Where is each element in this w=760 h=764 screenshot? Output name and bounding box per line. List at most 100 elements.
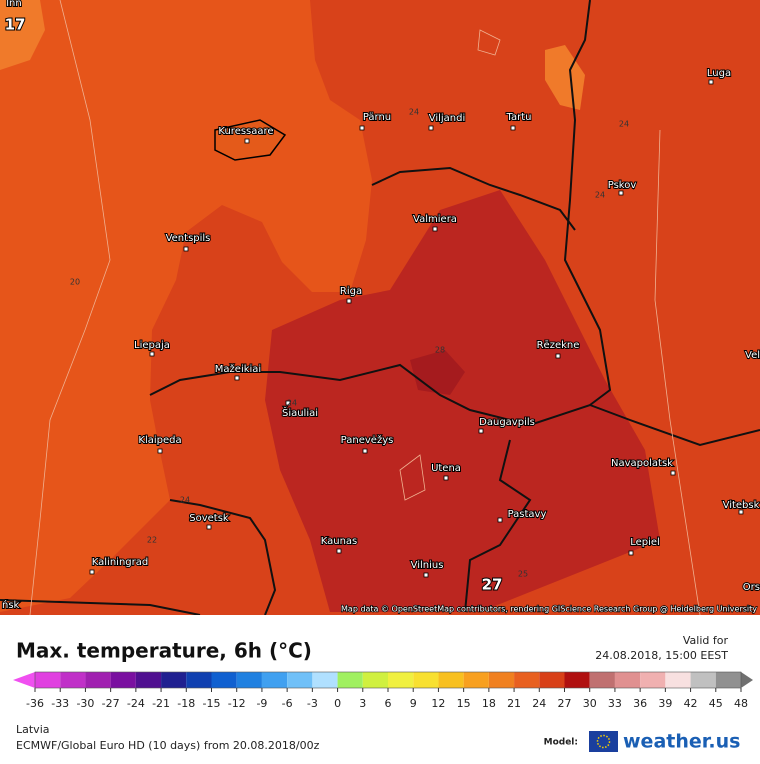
isotherm <box>477 29 501 56</box>
colorbar-segment <box>35 672 61 688</box>
city-dot <box>234 375 240 381</box>
colorbar-tick-label: 0 <box>334 697 341 710</box>
city-dot <box>359 125 365 131</box>
city-dot <box>510 125 516 131</box>
border <box>371 166 576 231</box>
colorbar-segment <box>388 672 414 688</box>
city-dot <box>157 448 163 454</box>
city-dot <box>428 125 434 131</box>
border <box>149 363 760 447</box>
colorbar-tick-label: 15 <box>457 697 471 710</box>
valid-time: 24.08.2018, 15:00 EEST <box>595 649 728 662</box>
border <box>0 599 201 616</box>
city-dot <box>738 509 744 515</box>
city-label: Klaipeda <box>138 435 181 446</box>
colorbar-segment <box>438 672 464 688</box>
brand[interactable]: weather.us <box>623 731 740 753</box>
city-label: lnn <box>6 0 21 9</box>
city-dot <box>432 226 438 232</box>
city-label: Ors <box>743 582 760 593</box>
city-label: Liepaja <box>134 340 170 351</box>
colorbar-segment <box>236 672 262 688</box>
colorbar-tick-label: 36 <box>633 697 647 710</box>
city-label: Rēzekne <box>537 340 580 351</box>
isotherms <box>29 0 701 616</box>
warm-core <box>265 190 660 612</box>
city-dot <box>362 448 368 454</box>
colorbar-over <box>741 672 753 688</box>
city-dot <box>618 190 624 196</box>
colorbar-tick-label: 21 <box>507 697 521 710</box>
colorbar-tick-label: 27 <box>558 697 572 710</box>
colorbar-tick-label: -33 <box>51 697 69 710</box>
region: Latvia <box>16 723 50 736</box>
city-label: Vilnius <box>411 560 444 571</box>
colorbar-tick-label: 9 <box>410 697 417 710</box>
city-label: Panevėžys <box>341 434 394 446</box>
colorbar-segment <box>312 672 338 688</box>
extreme-label: 17 <box>5 16 26 34</box>
island <box>214 119 287 161</box>
isotherm-label: 22 <box>147 536 157 545</box>
city-dot <box>336 548 342 554</box>
colorbar-tick-label: -3 <box>307 697 318 710</box>
colorbar-segment <box>211 672 237 688</box>
city-label: Ventspils <box>166 233 211 244</box>
colorbar-tick-label: -9 <box>256 697 267 710</box>
city-dot <box>244 138 250 144</box>
colorbar-segment <box>85 672 111 688</box>
colorbar-tick-label: -24 <box>127 697 145 710</box>
city-label: Tartu <box>506 112 532 123</box>
city-label: Kaliningrad <box>92 557 148 568</box>
colorbar-segment <box>463 672 489 688</box>
city-dot <box>423 572 429 578</box>
city-label: Sovetsk <box>189 513 229 524</box>
borders <box>0 0 760 616</box>
city-label: Valmiera <box>413 214 457 225</box>
isotherm-label: 24 <box>595 191 605 200</box>
eu-flag <box>589 731 618 752</box>
model-run: ECMWF/Global Euro HD (10 days) from 20.0… <box>16 739 320 752</box>
city-dot <box>183 246 189 252</box>
city-label: ńsk <box>2 599 20 611</box>
colorbar-segment <box>488 672 515 688</box>
colorbar-segment <box>413 672 439 688</box>
city-label: Riga <box>340 286 362 297</box>
colorbar-tick-label: 6 <box>385 697 392 710</box>
colorbar-tick-label: -30 <box>76 697 94 710</box>
colorbar-segment <box>640 672 666 688</box>
city-label: Vel <box>745 350 760 361</box>
colorbar-tick-label: -6 <box>282 697 293 710</box>
colorbar-segment <box>60 672 86 688</box>
city-label: Mažeikiai <box>215 363 261 375</box>
title: Max. temperature, 6h (°C) <box>16 639 312 663</box>
border <box>563 0 612 406</box>
colorbar-tick-label: 24 <box>532 697 546 710</box>
isotherm <box>29 0 111 616</box>
border <box>464 439 532 613</box>
city-label: Šiauliai <box>282 406 318 419</box>
colorbar-segment <box>614 672 641 688</box>
isotherm-label: 25 <box>518 570 528 579</box>
model-label: Model: <box>544 738 578 748</box>
colorbar-segment <box>186 672 212 688</box>
isotherm <box>654 129 701 616</box>
city-label: Daugavpils <box>479 417 535 428</box>
valid-label: Valid for <box>683 634 729 647</box>
city-label: Viljandi <box>429 113 466 124</box>
city-label: Navapolatsk <box>611 458 673 469</box>
extreme-label: 27 <box>482 576 503 594</box>
attribution: Map data © OpenStreetMap contributors, r… <box>341 605 757 614</box>
city-dot <box>89 569 95 575</box>
colorbar-tick-label: -12 <box>228 697 246 710</box>
colorbar-segment <box>715 672 741 688</box>
colorbar-tick-label: -27 <box>102 697 120 710</box>
isotherm-label: 20 <box>70 278 80 287</box>
isotherm-label: 24 <box>287 399 297 408</box>
city-dot <box>346 298 352 304</box>
colorbar-tick-label: 30 <box>583 697 597 710</box>
isotherm-label: 24 <box>409 108 419 117</box>
city-dot <box>443 475 449 481</box>
city-dot <box>149 351 155 357</box>
city-label: Lepiel <box>630 537 660 548</box>
